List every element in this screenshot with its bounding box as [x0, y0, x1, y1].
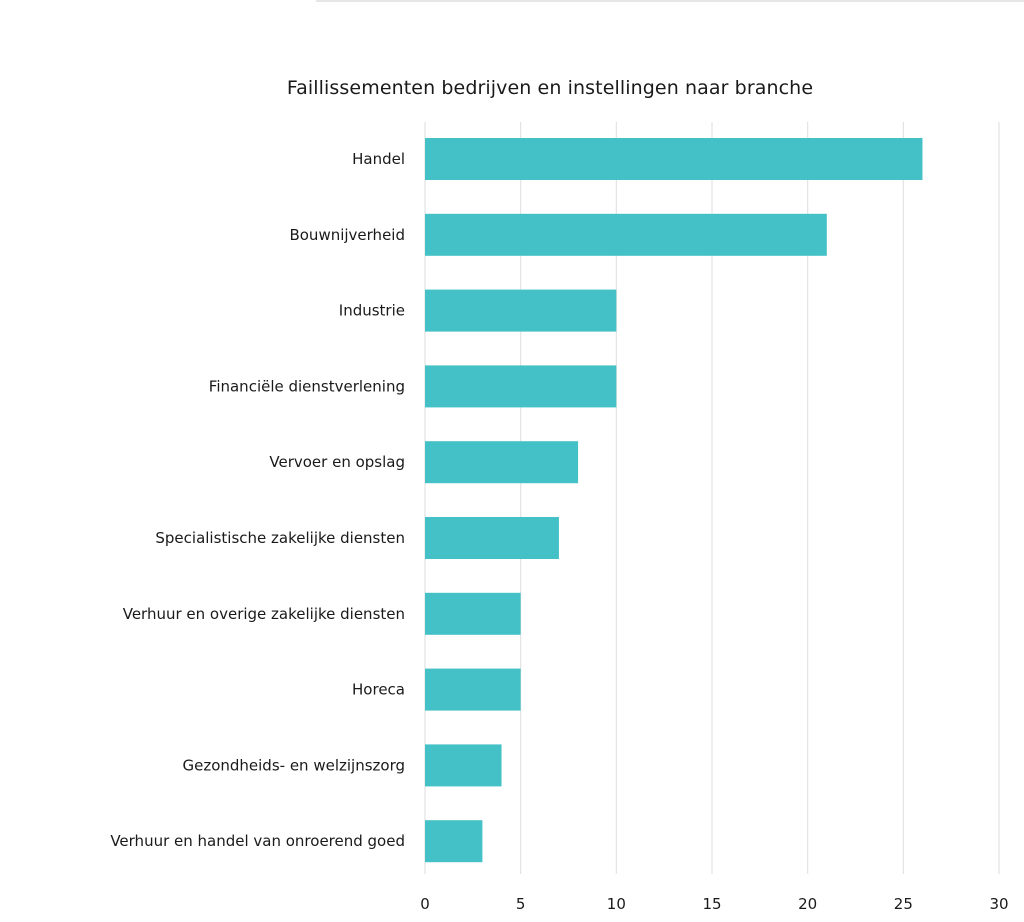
x-tick-label: 20	[798, 895, 817, 913]
bar	[425, 668, 521, 711]
category-label: Gezondheids- en welzijnszorg	[182, 756, 405, 774]
category-label: Bouwnijverheid	[289, 226, 405, 244]
category-label: Verhuur en overige zakelijke diensten	[123, 605, 405, 623]
x-tick-label: 30	[989, 895, 1008, 913]
x-tick-label: 10	[607, 895, 626, 913]
category-label: Specialistische zakelijke diensten	[155, 529, 405, 547]
bar	[425, 441, 579, 484]
category-label: Industrie	[339, 302, 405, 320]
bar	[425, 744, 502, 787]
x-tick-label: 15	[702, 895, 721, 913]
bar	[425, 592, 521, 635]
bar	[425, 365, 617, 408]
top-divider	[316, 0, 1024, 2]
x-tick-label: 5	[516, 895, 526, 913]
category-labels: Handel Bouwnijverheid Industrie Financiële …	[110, 150, 405, 850]
category-label: Horeca	[352, 681, 405, 699]
bars	[425, 138, 923, 863]
bar	[425, 820, 483, 863]
x-tick-label: 0	[420, 895, 430, 913]
bar	[425, 138, 923, 180]
x-axis-ticks: 0 5 10 15 20 25 30	[420, 895, 1008, 913]
category-label: Financiële dienstverlening	[209, 377, 405, 395]
bar	[425, 517, 559, 559]
category-label: Handel	[352, 150, 405, 168]
bar	[425, 289, 617, 332]
bar	[425, 213, 827, 256]
x-tick-label: 25	[894, 895, 913, 913]
chart-title: Faillissementen bedrijven en instellinge…	[287, 77, 813, 99]
category-label: Verhuur en handel van onroerend goed	[110, 832, 405, 850]
category-label: Vervoer en opslag	[269, 453, 405, 471]
